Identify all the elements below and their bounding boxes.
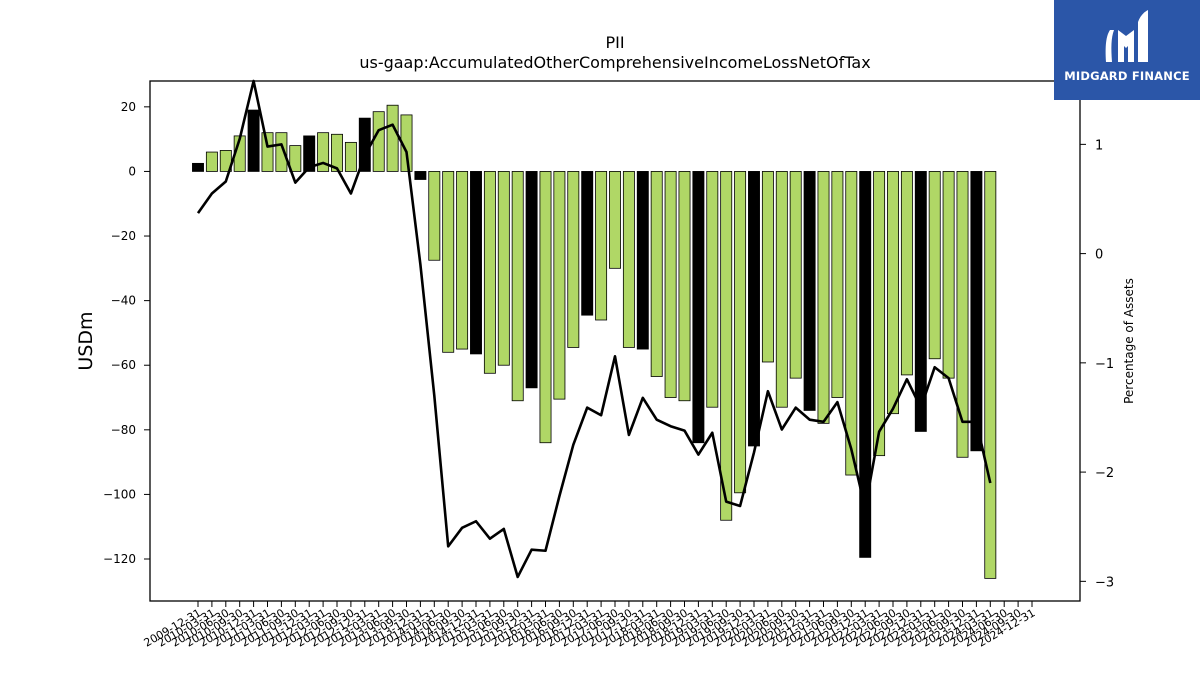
bar-series <box>192 104 997 579</box>
bar-2020-03-31 <box>761 171 774 363</box>
y-tick-label-left: −60 <box>111 358 136 372</box>
bar-2015-12-31 <box>525 171 538 389</box>
y-tick-label-right: −2 <box>1095 466 1114 481</box>
bar-2016-06-30 <box>553 171 566 400</box>
bar-2017-09-30 <box>622 171 635 348</box>
bar-2022-12-31 <box>914 171 927 432</box>
bar-2013-06-30 <box>386 104 399 172</box>
bar-2022-03-31 <box>873 171 886 457</box>
bar-2016-09-30 <box>567 171 580 348</box>
bar-2014-09-30 <box>456 171 469 350</box>
y-axis-left: 20 0 −20 −40 −60 −80 −100 −120 <box>103 100 150 566</box>
bar-2010-03-31 <box>205 151 218 172</box>
x-axis: 2009-12-312010-03-312010-06-302010-09-30… <box>142 601 1038 650</box>
y-tick-label-left: 20 <box>121 100 136 114</box>
bar-2021-06-30 <box>831 171 844 398</box>
bar-2018-03-31 <box>650 171 663 377</box>
bar-2018-06-30 <box>664 171 677 398</box>
bar-2020-06-30 <box>775 171 788 408</box>
percentage-line-series <box>196 79 992 579</box>
chart-subtitle: us-gaap:AccumulatedOtherComprehensiveInc… <box>359 53 870 72</box>
bar-2011-03-31 <box>261 132 274 172</box>
y-tick-label-right: 1 <box>1095 138 1103 153</box>
logo-mark-icon <box>1105 10 1148 62</box>
bar-2017-12-31 <box>636 171 649 350</box>
bar-2009-12-31 <box>192 162 204 172</box>
y-axis-label-left: USDm <box>75 311 97 370</box>
bar-2021-03-31 <box>817 171 830 424</box>
bar-2010-12-31 <box>247 109 260 172</box>
chart-title: PII <box>605 33 624 52</box>
y-tick-label-left: −40 <box>111 294 136 308</box>
y-tick-label-right: −1 <box>1095 357 1114 372</box>
bar-2016-03-31 <box>539 171 552 444</box>
bar-2020-09-30 <box>789 171 802 379</box>
bar-2011-06-30 <box>275 132 288 172</box>
bar-2023-09-30 <box>956 171 969 458</box>
bar-2015-03-31 <box>483 171 496 374</box>
bar-2017-06-30 <box>609 171 621 269</box>
y-tick-label-right: −3 <box>1095 575 1114 590</box>
y-tick-label-left: −80 <box>111 423 136 437</box>
bar-2011-09-30 <box>289 145 302 172</box>
y-tick-label-left: −20 <box>111 229 136 243</box>
bar-2012-03-31 <box>317 132 330 172</box>
bar-2014-06-30 <box>442 171 455 353</box>
bar-2018-09-30 <box>678 171 691 402</box>
y-axis-label-right: Percentage of Assets <box>1122 278 1136 404</box>
bar-2020-12-31 <box>803 171 816 411</box>
bar-2012-09-30 <box>344 141 357 172</box>
bar-2017-03-31 <box>595 171 608 321</box>
percentage-line <box>196 79 992 579</box>
bar-2019-09-30 <box>734 171 747 494</box>
bar-2012-06-30 <box>331 133 343 172</box>
bar-2011-12-31 <box>303 135 316 172</box>
midgard-finance-logo: MIDGARD FINANCE <box>1054 0 1200 100</box>
y-tick-label-left: 0 <box>128 164 136 178</box>
bar-2013-12-31 <box>414 171 427 180</box>
bar-2015-06-30 <box>497 171 510 366</box>
y-tick-label-right: 0 <box>1095 248 1103 263</box>
y-tick-label-left: −120 <box>103 552 136 566</box>
bar-2021-12-31 <box>859 171 872 558</box>
bar-2015-09-30 <box>511 171 524 402</box>
bar-2023-06-30 <box>942 171 955 379</box>
bar-2024-03-31 <box>984 171 997 579</box>
bar-2022-09-30 <box>900 171 913 376</box>
bar-2023-03-31 <box>928 171 941 360</box>
bar-2014-12-31 <box>470 171 482 355</box>
logo-text: MIDGARD FINANCE <box>1064 69 1190 83</box>
bar-2021-09-30 <box>845 171 858 476</box>
bar-2022-06-30 <box>887 171 899 415</box>
bar-2023-12-31 <box>970 171 983 452</box>
bar-2019-06-30 <box>720 171 733 521</box>
y-tick-label-left: −100 <box>103 487 136 501</box>
bar-2018-12-31 <box>692 171 705 444</box>
bar-2014-03-31 <box>428 171 441 261</box>
bar-2016-12-31 <box>581 171 594 316</box>
bar-2013-03-31 <box>372 111 385 172</box>
y-axis-right: 1 0 −1 −2 −3 <box>1080 138 1114 590</box>
bar-2019-12-31 <box>748 171 760 447</box>
bar-2019-03-31 <box>706 171 719 408</box>
